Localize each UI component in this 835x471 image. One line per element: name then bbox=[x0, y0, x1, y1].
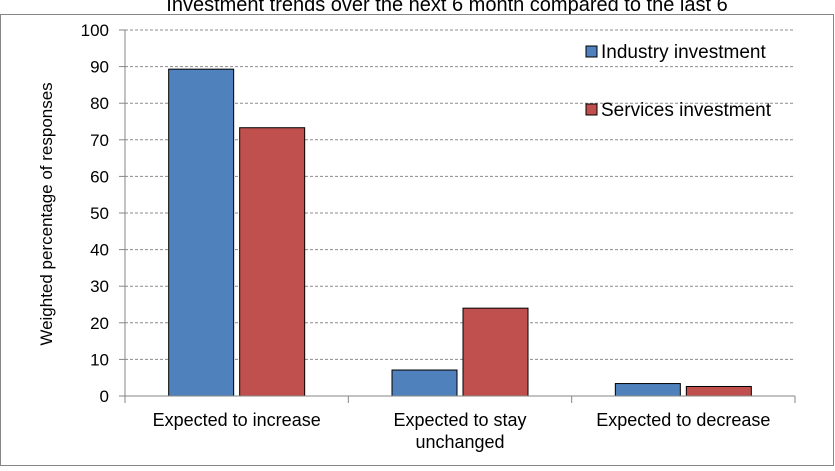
y-tick-labels: 0 10 20 30 40 50 60 70 80 90 100 bbox=[81, 21, 125, 406]
bar bbox=[168, 68, 235, 397]
y-tick-label: 40 bbox=[90, 241, 109, 260]
bar bbox=[685, 385, 752, 397]
y-tick-label: 30 bbox=[90, 277, 109, 296]
y-tick-label: 100 bbox=[81, 21, 109, 40]
x-tick-label: unchanged bbox=[415, 432, 504, 452]
y-axis-label: Weighted percentage of responses bbox=[37, 82, 56, 345]
chart-title: Investment trends over the next 6 month … bbox=[166, 0, 727, 16]
bars bbox=[168, 68, 752, 397]
y-tick-label: 50 bbox=[90, 204, 109, 223]
gridlines bbox=[125, 29, 795, 360]
legend: Industry investment Services investment bbox=[585, 42, 772, 121]
bar bbox=[614, 383, 681, 397]
y-tick-label: 10 bbox=[90, 350, 109, 369]
y-tick-label: 70 bbox=[90, 131, 109, 150]
y-tick-label: 60 bbox=[90, 167, 109, 186]
legend-label: Industry investment bbox=[601, 42, 766, 63]
bar bbox=[239, 127, 306, 397]
y-tick-label: 0 bbox=[100, 387, 109, 406]
x-tick-label: Expected to decrease bbox=[596, 410, 770, 430]
y-tick-label: 20 bbox=[90, 314, 109, 333]
x-tick-label: Expected to stay bbox=[393, 410, 526, 430]
x-tick-label: Expected to increase bbox=[153, 410, 321, 430]
x-tick-labels: Expected to increase Expected to stayunch… bbox=[153, 410, 771, 452]
legend-swatch bbox=[585, 45, 598, 58]
legend-swatch bbox=[585, 103, 598, 116]
bar bbox=[391, 369, 458, 397]
legend-label: Services investment bbox=[601, 100, 772, 121]
bar bbox=[462, 307, 529, 397]
y-tick-label: 80 bbox=[90, 94, 109, 113]
y-tick-label: 90 bbox=[90, 58, 109, 77]
